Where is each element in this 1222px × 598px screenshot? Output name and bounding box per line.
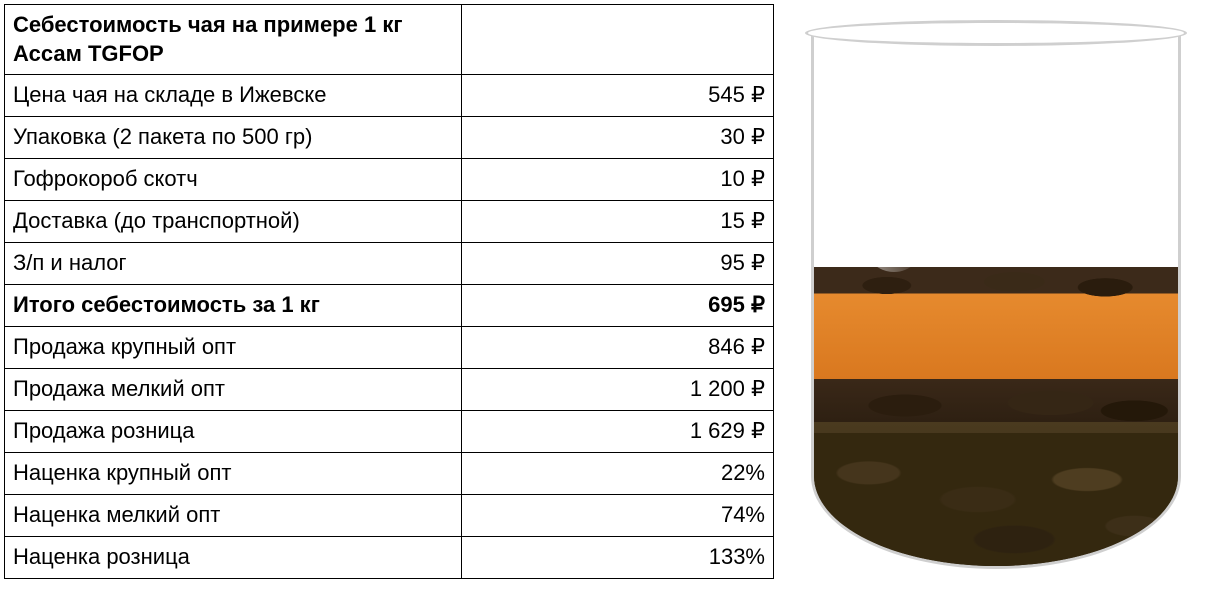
value-cell: 30 ₽ [462, 117, 774, 159]
label-cell: З/п и налог [5, 243, 462, 285]
table-row: Наценка мелкий опт 74% [5, 495, 774, 537]
total-label-cell: Итого себестоимость за 1 кг [5, 285, 462, 327]
header-value-cell [462, 5, 774, 75]
cost-table-body: Себестоимость чая на примере 1 кг Ассам … [5, 5, 774, 579]
value-cell: 15 ₽ [462, 201, 774, 243]
table-row: Продажа крупный опт 846 ₽ [5, 327, 774, 369]
value-cell: 133% [462, 537, 774, 579]
label-cell: Наценка крупный опт [5, 453, 462, 495]
cost-table: Себестоимость чая на примере 1 кг Ассам … [4, 4, 774, 579]
table-row: Продажа розница 1 629 ₽ [5, 411, 774, 453]
tea-leaves-top [814, 267, 1178, 304]
table-row: З/п и налог 95 ₽ [5, 243, 774, 285]
tea-leaves-mid [814, 379, 1178, 432]
table-row: Доставка (до транспортной) 15 ₽ [5, 201, 774, 243]
table-row: Себестоимость чая на примере 1 кг Ассам … [5, 5, 774, 75]
label-cell: Доставка (до транспортной) [5, 201, 462, 243]
value-cell: 1 629 ₽ [462, 411, 774, 453]
label-cell: Цена чая на складе в Ижевске [5, 75, 462, 117]
label-cell: Продажа крупный опт [5, 327, 462, 369]
value-cell: 95 ₽ [462, 243, 774, 285]
table-row: Продажа мелкий опт 1 200 ₽ [5, 369, 774, 411]
value-cell: 22% [462, 453, 774, 495]
label-cell: Наценка розница [5, 537, 462, 579]
table-row: Гофрокороб скотч 10 ₽ [5, 159, 774, 201]
illustration-container [774, 4, 1218, 594]
table-row: Цена чая на складе в Ижевске 545 ₽ [5, 75, 774, 117]
glass-body [811, 32, 1181, 569]
glass-rim [805, 20, 1187, 46]
value-cell: 846 ₽ [462, 327, 774, 369]
value-cell: 74% [462, 495, 774, 537]
value-cell: 10 ₽ [462, 159, 774, 201]
table-row: Итого себестоимость за 1 кг 695 ₽ [5, 285, 774, 327]
label-cell: Наценка мелкий опт [5, 495, 462, 537]
table-row: Упаковка (2 пакета по 500 гр) 30 ₽ [5, 117, 774, 159]
tea-glass-illustration [781, 14, 1211, 584]
label-cell: Продажа розница [5, 411, 462, 453]
cost-table-container: Себестоимость чая на примере 1 кг Ассам … [4, 4, 774, 594]
total-value-cell: 695 ₽ [462, 285, 774, 327]
label-cell: Упаковка (2 пакета по 500 гр) [5, 117, 462, 159]
label-cell: Гофрокороб скотч [5, 159, 462, 201]
value-cell: 545 ₽ [462, 75, 774, 117]
header-label-cell: Себестоимость чая на примере 1 кг Ассам … [5, 5, 462, 75]
table-row: Наценка крупный опт 22% [5, 453, 774, 495]
tea-leaves-bottom [814, 433, 1178, 567]
label-cell: Продажа мелкий опт [5, 369, 462, 411]
value-cell: 1 200 ₽ [462, 369, 774, 411]
glass-highlight [864, 72, 924, 272]
table-row: Наценка розница 133% [5, 537, 774, 579]
